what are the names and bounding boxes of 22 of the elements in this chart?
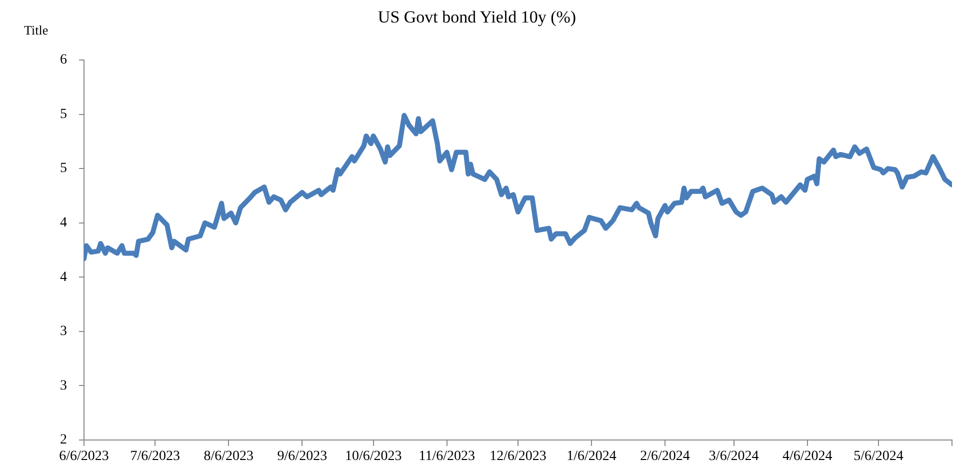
x-tick-label: 4/6/2024 [782, 449, 832, 464]
x-tick-label: 9/6/2023 [277, 449, 328, 464]
x-tick-label: 8/6/2023 [204, 449, 254, 464]
x-tick-label: 10/6/2023 [344, 449, 402, 464]
y-tick-label: 4 [60, 270, 67, 285]
y-axis-title: Title [24, 22, 48, 38]
x-tick-label: 5/6/2024 [854, 449, 904, 464]
x-tick-label: 12/6/2023 [490, 449, 546, 464]
x-tick-label: 6/6/2023 [59, 449, 109, 464]
x-tick-label: 2/6/2024 [640, 449, 690, 464]
y-tick-label: 5 [60, 161, 67, 176]
y-tick-label: 3 [60, 378, 67, 394]
chart-title: US Govt bond Yield 10y (%) [378, 7, 576, 26]
y-tick-label: 5 [60, 106, 67, 122]
y-tick-label: 4 [60, 216, 67, 231]
y-tick-label: 3 [60, 324, 67, 340]
y-tick-label: 2 [60, 432, 67, 448]
x-tick-label: 11/6/2023 [418, 449, 475, 464]
x-tick-label: 1/6/2024 [566, 449, 616, 464]
x-tick-label: 3/6/2024 [708, 449, 759, 464]
y-tick-label: 6 [60, 52, 67, 68]
x-tick-label: 7/6/2023 [130, 449, 180, 464]
